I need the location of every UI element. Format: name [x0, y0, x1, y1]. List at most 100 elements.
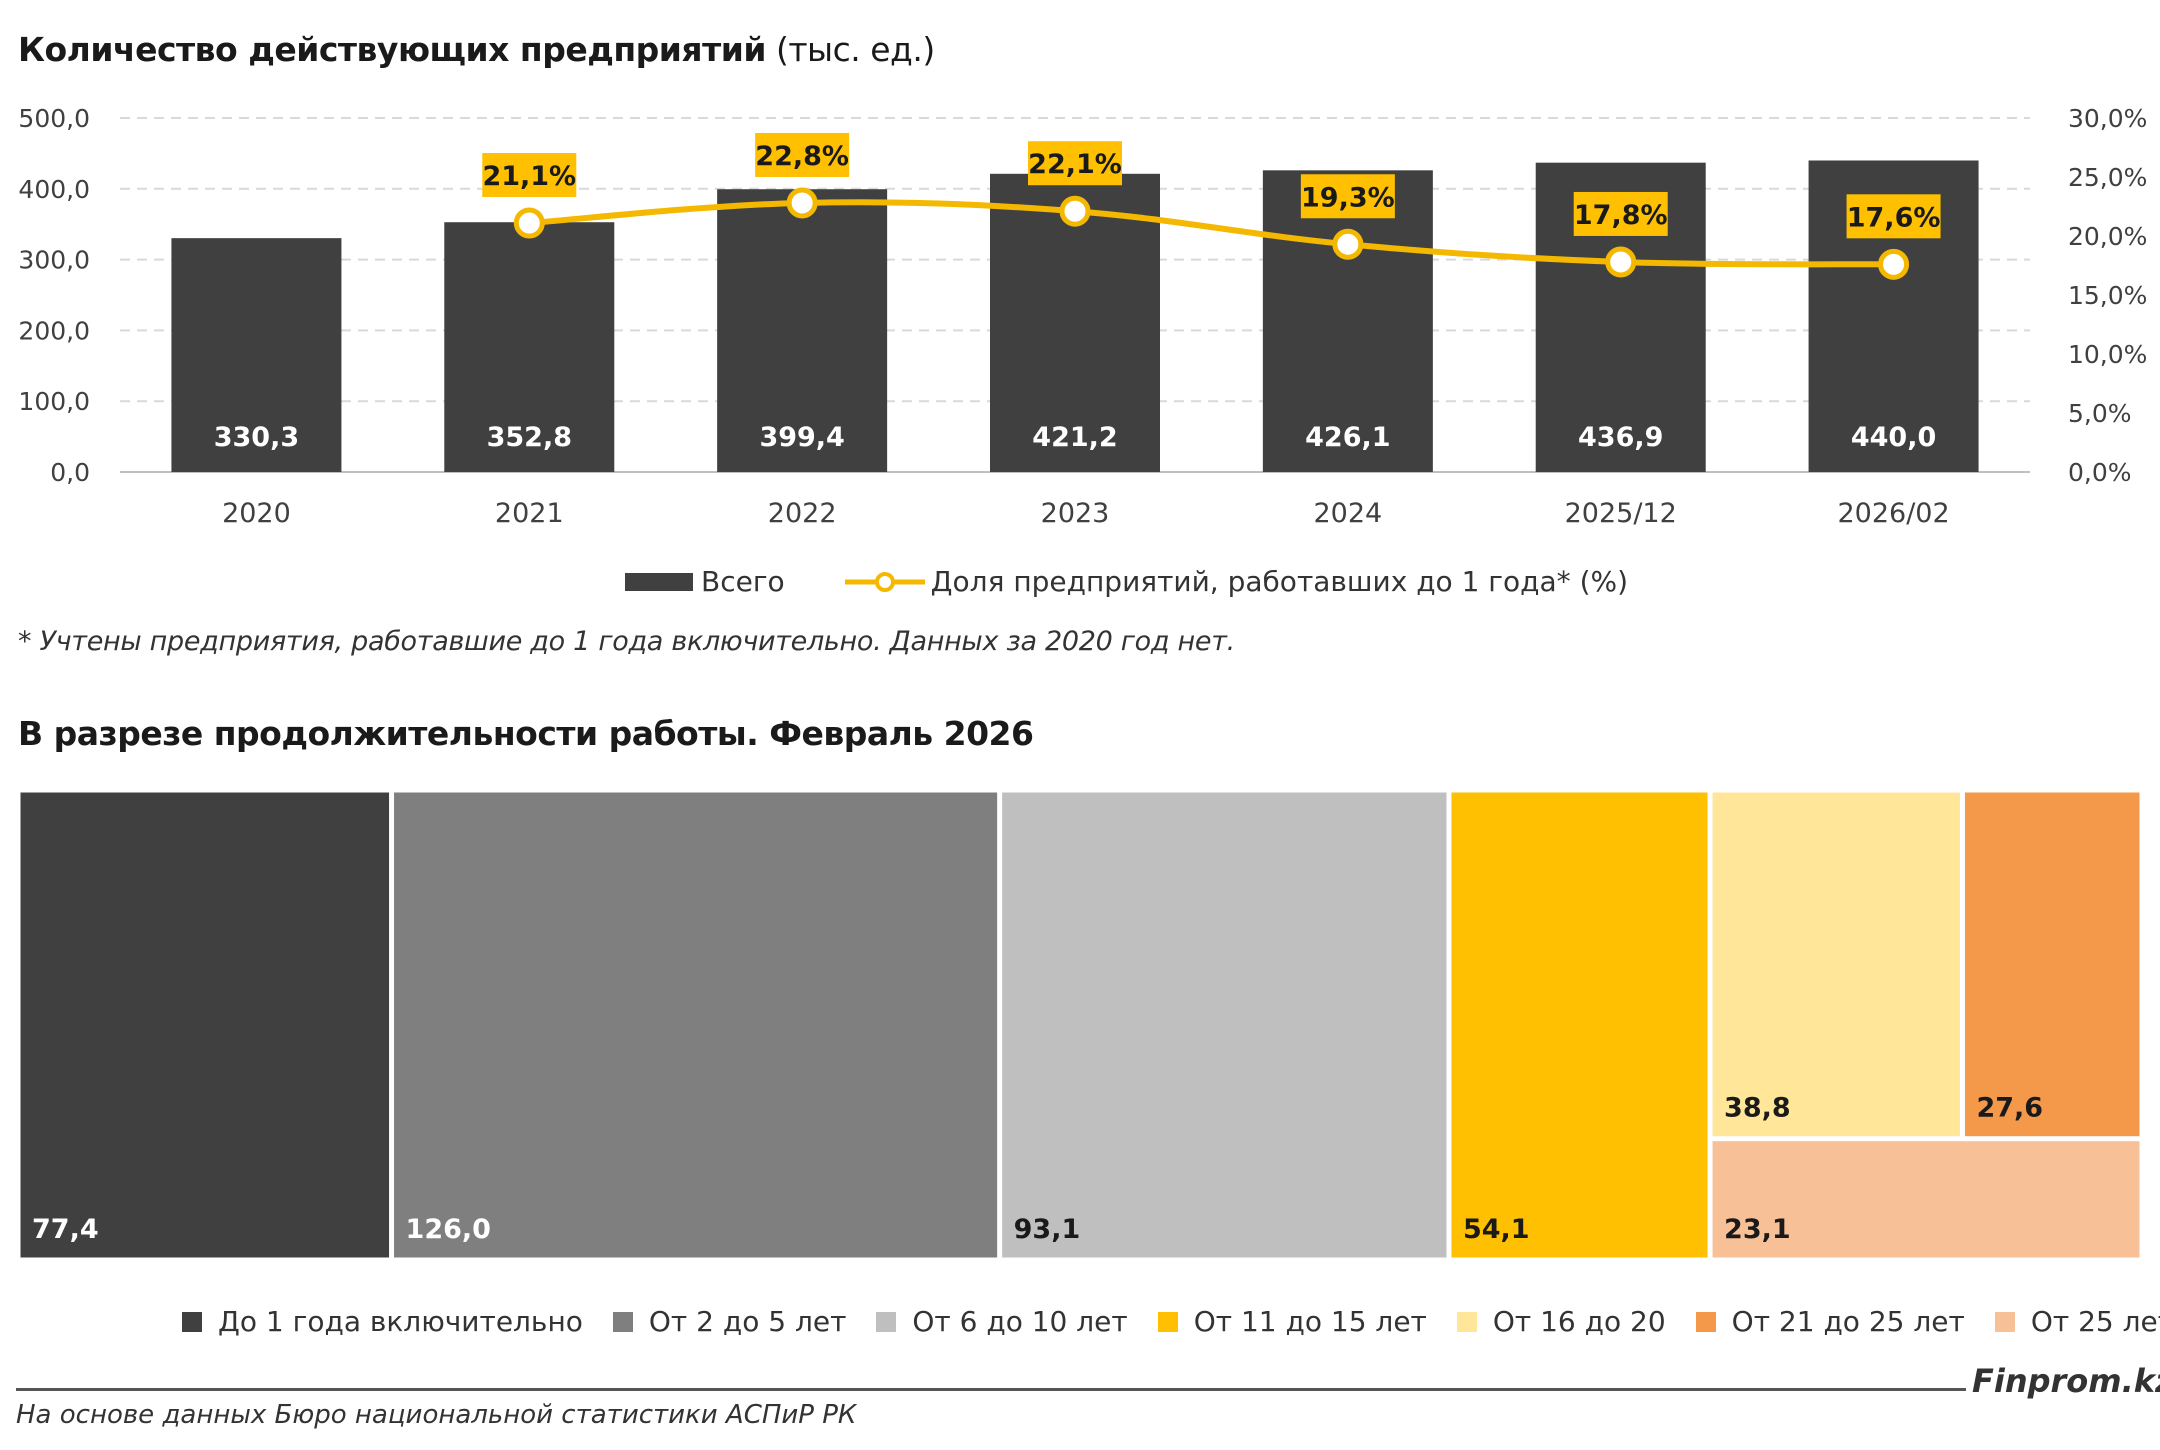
- line-point: [786, 187, 818, 219]
- chart2-legend: До 1 года включительно От 2 до 5 лет От 6 …: [182, 1305, 2160, 1338]
- x-tick-label: 2024: [1313, 498, 1382, 529]
- legend-item: До 1 года включительно: [182, 1305, 583, 1338]
- treemap-cell: [1002, 792, 1447, 1258]
- source-note: На основе данных Бюро национальной стати…: [16, 1400, 857, 1430]
- brand-logo-text: Finprom.kz: [1972, 1362, 2160, 1400]
- x-tick-label: 2026/02: [1837, 498, 1949, 529]
- legend-label: От 16 до 20: [1492, 1305, 1666, 1338]
- y-right-tick-label: 30,0%: [2068, 104, 2147, 133]
- bar: [171, 238, 342, 472]
- legend-swatch: [1994, 1311, 2015, 1332]
- y-left-tick-label: 0,0: [50, 458, 90, 487]
- legend-item: От 11 до 15 лет: [1157, 1305, 1427, 1338]
- legend-item: От 6 до 10 лет: [876, 1305, 1128, 1338]
- treemap-cell: [1712, 1141, 2140, 1258]
- treemap-value-label: 27,6: [1976, 1093, 2043, 1124]
- legend-bar-swatch: [625, 572, 693, 591]
- legend-label: От 2 до 5 лет: [648, 1305, 847, 1338]
- line-point: [1059, 195, 1091, 227]
- bar-value-label: 352,8: [487, 422, 572, 453]
- legend-swatch: [182, 1311, 202, 1332]
- chart1-title-bold: Количество действующих предприятий: [18, 30, 766, 69]
- legend-item: От 16 до 20: [1456, 1305, 1666, 1338]
- legend-line-swatch: [844, 571, 925, 592]
- legend-swatch: [1157, 1311, 1178, 1332]
- y-right-tick-label: 10,0%: [2068, 340, 2147, 369]
- legend-swatch: [876, 1311, 897, 1332]
- y-right-tick-label: 20,0%: [2068, 222, 2147, 251]
- treemap-cell: [394, 792, 998, 1258]
- bar-value-label: 399,4: [759, 422, 844, 453]
- treemap-cell: [20, 792, 390, 1258]
- line-value-label-bg: [1300, 174, 1395, 219]
- line-point: [1605, 246, 1637, 278]
- line-value-label: 21,1%: [482, 161, 576, 192]
- line-value-label: 19,3%: [1301, 182, 1395, 213]
- bar: [717, 189, 888, 472]
- line-value-label: 22,8%: [755, 141, 849, 172]
- legend-label: От 11 до 15 лет: [1193, 1305, 1427, 1338]
- legend-item: От 21 до 25 лет: [1695, 1305, 1965, 1338]
- legend-swatch: [1695, 1311, 1716, 1332]
- legend-swatch: [1456, 1311, 1477, 1332]
- legend-label: От 21 до 25 лет: [1731, 1305, 1965, 1338]
- legend-item: От 2 до 5 лет: [612, 1305, 847, 1338]
- bar-value-label: 440,0: [1851, 422, 1936, 453]
- line-value-label-bg: [755, 132, 850, 177]
- bar: [1262, 170, 1433, 472]
- chart1-legend: Всего Доля предприятий, работавших до 1 …: [625, 565, 1628, 598]
- treemap-cell: [1451, 792, 1708, 1258]
- x-tick-label: 2025/12: [1565, 498, 1677, 529]
- line-value-label: 22,1%: [1028, 149, 1122, 180]
- x-tick-label: 2021: [495, 498, 564, 529]
- y-right-tick-label: 5,0%: [2068, 399, 2132, 428]
- x-tick-label: 2022: [768, 498, 837, 529]
- line-point: [1878, 248, 1910, 280]
- legend-item-share: Доля предприятий, работавших до 1 года* …: [844, 565, 1629, 598]
- legend-label: От 25 лет: [2030, 1305, 2160, 1338]
- line-value-label-bg: [1573, 191, 1668, 236]
- chart1-footnote: * Учтены предприятия, работавшие до 1 го…: [18, 626, 1235, 657]
- line-value-label-bg: [1846, 194, 1941, 239]
- y-left-tick-label: 300,0: [18, 246, 90, 275]
- treemap-value-label: 93,1: [1014, 1214, 1081, 1245]
- treemap-value-label: 23,1: [1724, 1214, 1791, 1245]
- treemap-value-label: 38,8: [1724, 1093, 1791, 1124]
- y-right-tick-label: 0,0%: [2068, 458, 2132, 487]
- x-tick-label: 2023: [1041, 498, 1110, 529]
- bar-value-label: 421,2: [1032, 422, 1117, 453]
- legend-label: До 1 года включительно: [218, 1305, 583, 1338]
- line-point: [1332, 228, 1364, 260]
- line-value-label: 17,8%: [1574, 200, 1668, 231]
- bar: [444, 222, 615, 472]
- chart1-title: Количество действующих предприятий (тыс.…: [18, 30, 935, 69]
- legend-line-label: Доля предприятий, работавших до 1 года* …: [930, 565, 1629, 598]
- legend-item: От 25 лет: [1994, 1305, 2160, 1338]
- y-right-tick-label: 25,0%: [2068, 163, 2147, 192]
- combo-chart: 0,0 100,0 200,0 300,0 400,0 500,0 0,0% 5,0% 10,0…: [18, 104, 2147, 529]
- line-point: [513, 207, 545, 239]
- treemap-value-label: 126,0: [406, 1214, 491, 1245]
- bar-value-label: 436,9: [1578, 422, 1663, 453]
- x-tick-label: 2020: [222, 498, 291, 529]
- legend-item-total: Всего: [625, 565, 785, 598]
- y-left-tick-label: 200,0: [18, 316, 90, 345]
- legend-swatch: [612, 1311, 633, 1332]
- legend-label: От 6 до 10 лет: [912, 1305, 1128, 1338]
- y-left-tick-label: 100,0: [18, 387, 90, 416]
- footer-divider: [16, 1388, 1966, 1391]
- treemap-value-label: 54,1: [1463, 1214, 1530, 1245]
- y-right-tick-label: 15,0%: [2068, 281, 2147, 310]
- bar-value-label: 330,3: [214, 422, 299, 453]
- treemap-value-label: 77,4: [32, 1214, 99, 1245]
- treemap-cell: [1712, 792, 1960, 1137]
- y-left-tick-label: 500,0: [18, 104, 90, 133]
- legend-bar-label: Всего: [701, 565, 785, 598]
- treemap-chart: 77,4 126,0 93,1 54,1 38,8 27,6 23,1: [20, 792, 2140, 1258]
- share-line: [529, 199, 1894, 268]
- line-value-label-bg: [482, 153, 577, 198]
- bar-value-label: 426,1: [1305, 422, 1390, 453]
- y-left-tick-label: 400,0: [18, 175, 90, 204]
- chart2-title: В разрезе продолжительности работы. Февр…: [18, 714, 1034, 753]
- chart1-title-unit: (тыс. ед.): [765, 30, 935, 69]
